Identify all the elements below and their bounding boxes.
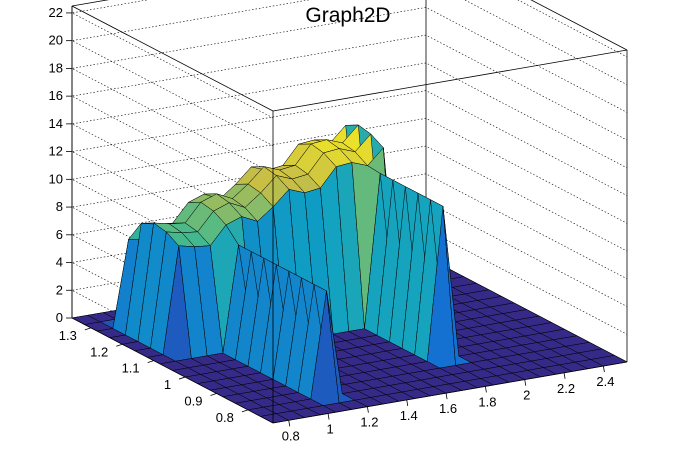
x-tick xyxy=(445,393,448,400)
y-tick-label: 1.1 xyxy=(122,361,140,376)
x-tick-label: 1 xyxy=(326,422,333,437)
x-tick-label: 1.8 xyxy=(478,394,496,409)
back-edge xyxy=(530,0,628,51)
x-axis-line xyxy=(272,361,628,424)
x-tick xyxy=(327,413,330,420)
z-tick-label: 0 xyxy=(56,310,63,325)
y-tick-label: 1 xyxy=(164,377,171,392)
z-tick-label: 18 xyxy=(49,60,63,75)
y-tick xyxy=(210,393,217,396)
y-tick xyxy=(116,343,123,347)
front-frame xyxy=(71,5,628,423)
x-tick xyxy=(367,406,369,413)
z-tick-label: 2 xyxy=(56,282,63,297)
y-tick-label: 1.3 xyxy=(59,328,77,343)
z-gridline xyxy=(71,34,628,202)
z-gridline xyxy=(71,62,628,230)
x-tick xyxy=(406,399,409,407)
z-gridline xyxy=(71,0,628,119)
x-tick-label: 1.6 xyxy=(439,401,457,416)
front-edge xyxy=(272,49,628,112)
x-tick-label: 2 xyxy=(523,388,530,403)
y-tick-label: 0.8 xyxy=(216,410,234,425)
z-tick-label: 16 xyxy=(49,88,63,103)
z-tick-label: 4 xyxy=(56,255,63,270)
y-tick-label: 1.2 xyxy=(90,344,108,359)
z-tick-label: 22 xyxy=(49,5,63,20)
x-tick xyxy=(563,372,566,379)
z-tick-label: 14 xyxy=(49,116,63,131)
x-tick xyxy=(288,420,291,427)
x-tick xyxy=(524,379,527,386)
z-tick-label: 20 xyxy=(49,33,63,48)
x-tick-label: 1.4 xyxy=(400,408,418,423)
x-tick-label: 2.2 xyxy=(557,381,575,396)
z-tick-label: 8 xyxy=(56,199,63,214)
y-tick xyxy=(241,409,249,413)
y-tick-label: 0.9 xyxy=(184,393,202,408)
z-gridline xyxy=(71,90,628,257)
y-axis-line xyxy=(71,317,274,424)
z-gridline xyxy=(71,7,628,174)
y-tick xyxy=(147,360,154,364)
x-tick-label: 1.2 xyxy=(360,415,378,430)
z-gridline xyxy=(71,0,628,146)
x-tick xyxy=(485,386,487,393)
x-tick-label: 2.4 xyxy=(596,374,614,389)
front-edge xyxy=(71,5,274,112)
back-edge xyxy=(71,0,110,7)
y-tick xyxy=(178,376,186,380)
chart-title: Graph2D xyxy=(305,4,391,27)
z-tick-label: 6 xyxy=(56,227,63,242)
z-tick-label: 12 xyxy=(49,144,63,159)
z-tick-label: 10 xyxy=(49,171,63,186)
x-tick xyxy=(603,366,605,373)
axes: 0 2 4 6 8 10 12 14 16 18 20 22 0.8 1 1.2 1.4 1.6 1.8 2 2.2 2… xyxy=(49,5,628,443)
x-tick-label: 0.8 xyxy=(282,428,300,443)
y-tick xyxy=(84,327,91,331)
surface-mesh xyxy=(71,124,628,424)
